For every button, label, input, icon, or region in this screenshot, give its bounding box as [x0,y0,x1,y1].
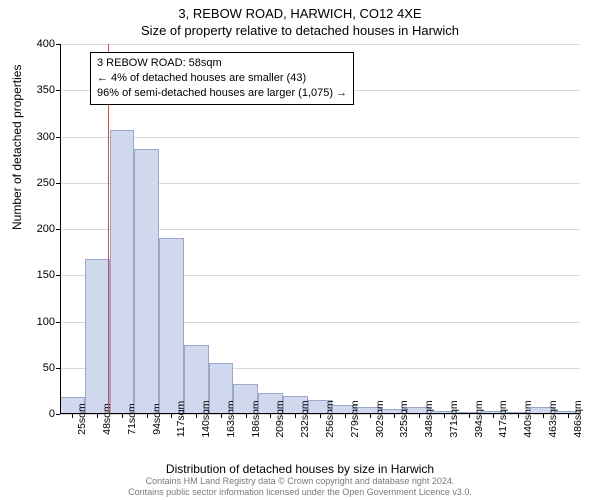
xtick-mark [270,414,271,418]
xtick-mark [72,414,73,418]
xtick-mark [196,414,197,418]
page-title-sub: Size of property relative to detached ho… [0,21,600,38]
ytick-label: 150 [37,269,55,281]
xtick-mark [568,414,569,418]
footer-line1: Contains HM Land Registry data © Crown c… [0,476,600,487]
histogram-bar [85,259,110,414]
ytick-mark [56,414,60,415]
ytick-label: 350 [37,84,55,96]
xtick-mark [469,414,470,418]
footer-line2: Contains public sector information licen… [0,487,600,498]
gridline [60,44,580,45]
xtick-label: 302sqm [374,400,386,437]
xtick-mark [370,414,371,418]
xtick-mark [518,414,519,418]
xtick-mark [394,414,395,418]
page-title-address: 3, REBOW ROAD, HARWICH, CO12 4XE [0,0,600,21]
xtick-mark [543,414,544,418]
histogram-bar [159,238,184,414]
histogram-bar [134,149,159,414]
annotation-line1: 3 REBOW ROAD: 58sqm [97,56,347,71]
chart-area: 05010015020025030035040025sqm48sqm71sqm9… [60,44,580,414]
y-axis-label: Number of detached properties [10,65,24,230]
xtick-label: 486sqm [572,400,584,437]
xtick-mark [221,414,222,418]
xtick-label: 394sqm [473,400,485,437]
xtick-mark [122,414,123,418]
ytick-label: 250 [37,177,55,189]
xtick-mark [246,414,247,418]
xtick-mark [97,414,98,418]
xtick-label: 348sqm [423,400,435,437]
xtick-mark [345,414,346,418]
xtick-mark [147,414,148,418]
ytick-label: 100 [37,316,55,328]
ytick-label: 0 [49,408,55,420]
ytick-label: 200 [37,223,55,235]
annotation-box: 3 REBOW ROAD: 58sqm← 4% of detached hous… [90,52,354,105]
xtick-label: 371sqm [448,400,460,437]
x-axis-label: Distribution of detached houses by size … [0,462,600,476]
ytick-label: 300 [37,131,55,143]
xtick-mark [444,414,445,418]
x-axis [60,413,580,414]
xtick-mark [493,414,494,418]
histogram-bar [110,130,135,414]
xtick-mark [295,414,296,418]
y-axis [60,44,61,414]
xtick-label: 463sqm [547,400,559,437]
ytick-label: 400 [37,38,55,50]
gridline [60,137,580,138]
annotation-line2: ← 4% of detached houses are smaller (43) [97,71,347,86]
xtick-mark [419,414,420,418]
xtick-mark [320,414,321,418]
xtick-label: 417sqm [497,400,509,437]
xtick-mark [171,414,172,418]
footer-attribution: Contains HM Land Registry data © Crown c… [0,476,600,498]
annotation-line3: 96% of semi-detached houses are larger (… [97,86,347,101]
ytick-label: 50 [43,362,55,374]
